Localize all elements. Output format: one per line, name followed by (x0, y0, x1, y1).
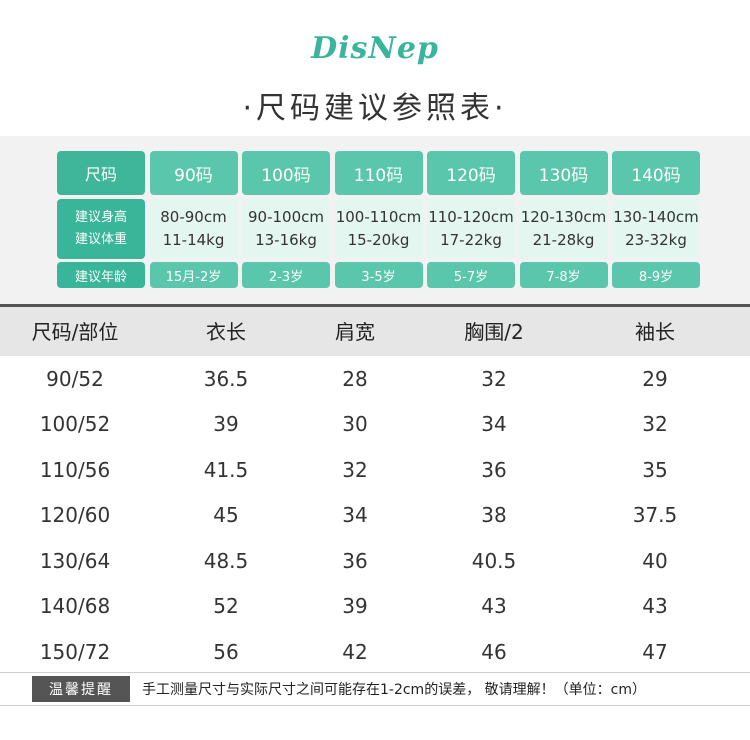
cell-size: 120/60 (39, 503, 111, 528)
weight-value: 17-22kg (440, 231, 502, 249)
cell-shoulder: 36 (342, 548, 368, 573)
cell-sleeve: 35 (642, 457, 668, 482)
cell-size: 100/52 (39, 412, 111, 437)
cell-chest: 32 (481, 366, 507, 391)
cell-length: 48.5 (203, 548, 249, 573)
cell-sleeve: 40 (642, 548, 668, 573)
header-chest: 胸围/2 (464, 319, 524, 344)
cell-size: 140/68 (39, 594, 111, 619)
age-cell: 7-8岁 (519, 262, 608, 288)
size-header-cell: 90码 (149, 151, 238, 195)
age-cell: 8-9岁 (612, 262, 700, 288)
height-weight-cell: 120-130cm 21-28kg (519, 199, 608, 259)
cell-length: 39 (213, 412, 239, 437)
table-row: 150/72 56 42 46 47 (0, 629, 750, 675)
size-header-cell: 120码 (427, 151, 515, 195)
reminder-text: 手工测量尺寸与实际尺寸之间可能存在1-2cm的误差， 敬请理解！（单位：cm） (142, 682, 646, 698)
size-header-cell: 140码 (612, 151, 700, 195)
cell-shoulder: 30 (342, 412, 368, 437)
cell-sleeve: 47 (642, 639, 668, 664)
cell-sleeve: 43 (642, 594, 668, 619)
cell-sleeve: 29 (642, 366, 668, 391)
page-title: ·尺码建议参照表· (242, 91, 508, 126)
header-sleeve: 袖长 (635, 319, 675, 344)
height-value: 130-140cm (613, 208, 699, 226)
size-header-cell: 130码 (519, 151, 608, 195)
size-guide-grid: 尺码 90码 100码 110码 120码 130码 140码 建议身高 建议体… (57, 151, 700, 288)
cell-shoulder: 28 (342, 366, 368, 391)
table-header-row: 尺码/部位 衣长 肩宽 胸围/2 袖长 (0, 304, 750, 356)
cell-chest: 34 (481, 412, 507, 437)
weight-value: 23-32kg (625, 231, 687, 249)
height-weight-cell: 80-90cm 11-14kg (149, 199, 238, 259)
cell-chest: 46 (481, 639, 507, 664)
size-label-cell: 尺码 (57, 151, 145, 195)
cell-chest: 38 (481, 503, 507, 528)
cell-size: 150/72 (39, 639, 111, 664)
size-header-cell: 100码 (242, 151, 330, 195)
logo-text: DisNep (311, 30, 439, 66)
age-cell: 15月-2岁 (149, 262, 238, 288)
cell-chest: 36 (481, 457, 507, 482)
reminder-badge: 温馨提醒 (32, 676, 130, 702)
table-row: 140/68 52 39 43 43 (0, 584, 750, 630)
weight-value: 15-20kg (347, 231, 410, 249)
height-value: 120-130cm (520, 208, 607, 226)
cell-shoulder: 34 (342, 503, 368, 528)
age-cell: 3-5岁 (334, 262, 423, 288)
cell-chest: 40.5 (471, 548, 517, 573)
cell-sleeve: 32 (642, 412, 668, 437)
reminder-bar: 温馨提醒 手工测量尺寸与实际尺寸之间可能存在1-2cm的误差， 敬请理解！（单位… (0, 672, 750, 706)
cell-length: 45 (213, 503, 239, 528)
cell-shoulder: 42 (342, 639, 368, 664)
table-row: 120/60 45 34 38 37.5 (0, 493, 750, 539)
cell-length: 52 (213, 594, 239, 619)
cell-length: 36.5 (203, 366, 249, 391)
age-cell: 5-7岁 (427, 262, 515, 288)
cell-length: 41.5 (203, 457, 249, 482)
disney-logo: DisNep (0, 18, 750, 78)
age-cell: 2-3岁 (242, 262, 330, 288)
size-header-cell: 110码 (334, 151, 423, 195)
weight-label: 建议体重 (74, 232, 127, 247)
table-row: 130/64 48.5 36 40.5 40 (0, 538, 750, 584)
height-value: 110-120cm (428, 208, 514, 226)
cell-length: 56 (213, 639, 239, 664)
height-weight-cell: 130-140cm 23-32kg (612, 199, 700, 259)
header-shoulder: 肩宽 (335, 319, 375, 344)
cell-shoulder: 32 (342, 457, 368, 482)
table-row: 100/52 39 30 34 32 (0, 402, 750, 448)
table-row: 110/56 41.5 32 36 35 (0, 447, 750, 493)
height-label: 建议身高 (74, 210, 127, 225)
height-weight-cell: 110-120cm 17-22kg (427, 199, 515, 259)
table-row: 90/52 36.5 28 32 29 (0, 356, 750, 402)
cell-chest: 43 (481, 594, 507, 619)
height-weight-label-cell: 建议身高 建议体重 (57, 199, 145, 259)
age-label-cell: 建议年龄 (57, 262, 145, 288)
height-weight-cell: 100-110cm 15-20kg (334, 199, 423, 259)
height-weight-cell: 90-100cm 13-16kg (242, 199, 330, 259)
header-size-part: 尺码/部位 (31, 319, 119, 344)
height-value: 90-100cm (248, 208, 324, 226)
height-value: 100-110cm (335, 208, 422, 226)
cell-size: 130/64 (39, 548, 111, 573)
cell-shoulder: 39 (342, 594, 368, 619)
weight-value: 11-14kg (162, 231, 225, 249)
cell-size: 110/56 (39, 457, 111, 482)
header-length: 衣长 (206, 319, 246, 344)
height-value: 80-90cm (160, 208, 227, 226)
cell-sleeve: 37.5 (632, 503, 678, 528)
weight-value: 13-16kg (255, 231, 317, 249)
cell-size: 90/52 (46, 366, 104, 391)
measurement-table: 尺码/部位 衣长 肩宽 胸围/2 袖长 90/52 36.5 28 32 29 … (0, 304, 750, 675)
weight-value: 21-28kg (532, 231, 595, 249)
